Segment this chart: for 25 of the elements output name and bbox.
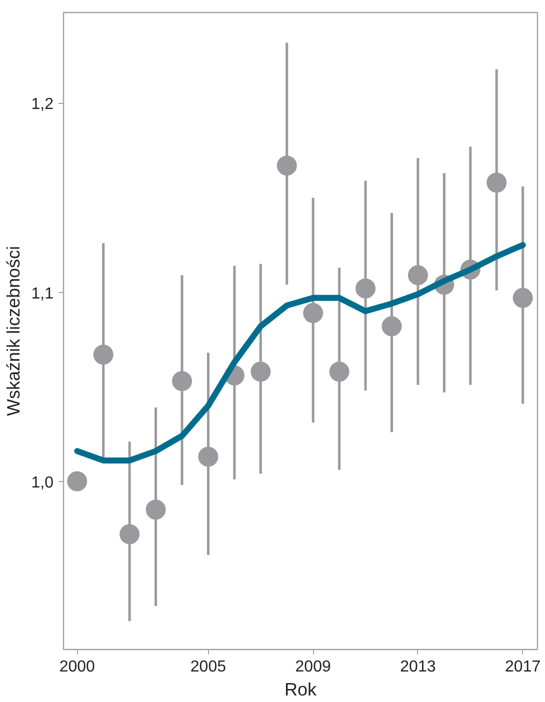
point [146, 500, 166, 520]
x-axis-title: Rok [284, 680, 318, 700]
y-tick-label: 1,0 [31, 474, 54, 492]
point [408, 265, 428, 286]
point [172, 371, 192, 392]
y-tick-label: 1,2 [31, 96, 54, 114]
point [303, 303, 324, 324]
x-tick-label: 2009 [295, 658, 331, 676]
point [512, 288, 533, 308]
x-tick-label: 2005 [190, 658, 226, 676]
x-tick-label: 2000 [59, 658, 96, 676]
point [250, 362, 271, 382]
point [93, 344, 114, 365]
point [356, 278, 376, 298]
point [382, 316, 402, 336]
point [329, 362, 350, 382]
point [276, 156, 297, 176]
y-axis-title: Wskaźnik liczebności [3, 246, 24, 416]
point [67, 471, 88, 492]
x-tick-label: 2017 [505, 658, 541, 676]
point [198, 446, 218, 467]
y-tick-label: 1,1 [31, 285, 54, 302]
point [486, 172, 507, 193]
point [120, 524, 140, 544]
x-tick-label: 2013 [400, 658, 436, 676]
